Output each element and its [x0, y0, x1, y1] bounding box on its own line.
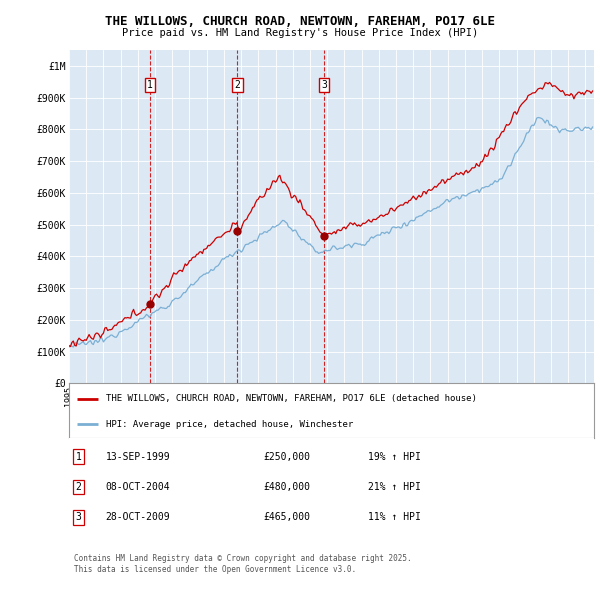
Text: 1: 1: [76, 452, 82, 462]
Text: 3: 3: [321, 80, 327, 90]
Text: 2: 2: [76, 482, 82, 492]
Text: THE WILLOWS, CHURCH ROAD, NEWTOWN, FAREHAM, PO17 6LE: THE WILLOWS, CHURCH ROAD, NEWTOWN, FAREH…: [105, 15, 495, 28]
Text: HPI: Average price, detached house, Winchester: HPI: Average price, detached house, Winc…: [106, 419, 353, 429]
Text: 08-OCT-2004: 08-OCT-2004: [106, 482, 170, 492]
Text: 11% ↑ HPI: 11% ↑ HPI: [368, 512, 421, 522]
Text: 3: 3: [76, 512, 82, 522]
Text: 2: 2: [234, 80, 240, 90]
Text: Contains HM Land Registry data © Crown copyright and database right 2025.
This d: Contains HM Land Registry data © Crown c…: [74, 554, 412, 573]
Text: 28-OCT-2009: 28-OCT-2009: [106, 512, 170, 522]
Text: £465,000: £465,000: [263, 512, 310, 522]
Text: £250,000: £250,000: [263, 452, 310, 462]
Text: £480,000: £480,000: [263, 482, 310, 492]
Text: THE WILLOWS, CHURCH ROAD, NEWTOWN, FAREHAM, PO17 6LE (detached house): THE WILLOWS, CHURCH ROAD, NEWTOWN, FAREH…: [106, 394, 476, 403]
Text: 13-SEP-1999: 13-SEP-1999: [106, 452, 170, 462]
Text: 1: 1: [147, 80, 153, 90]
Text: 19% ↑ HPI: 19% ↑ HPI: [368, 452, 421, 462]
Text: 21% ↑ HPI: 21% ↑ HPI: [368, 482, 421, 492]
Text: Price paid vs. HM Land Registry's House Price Index (HPI): Price paid vs. HM Land Registry's House …: [122, 28, 478, 38]
